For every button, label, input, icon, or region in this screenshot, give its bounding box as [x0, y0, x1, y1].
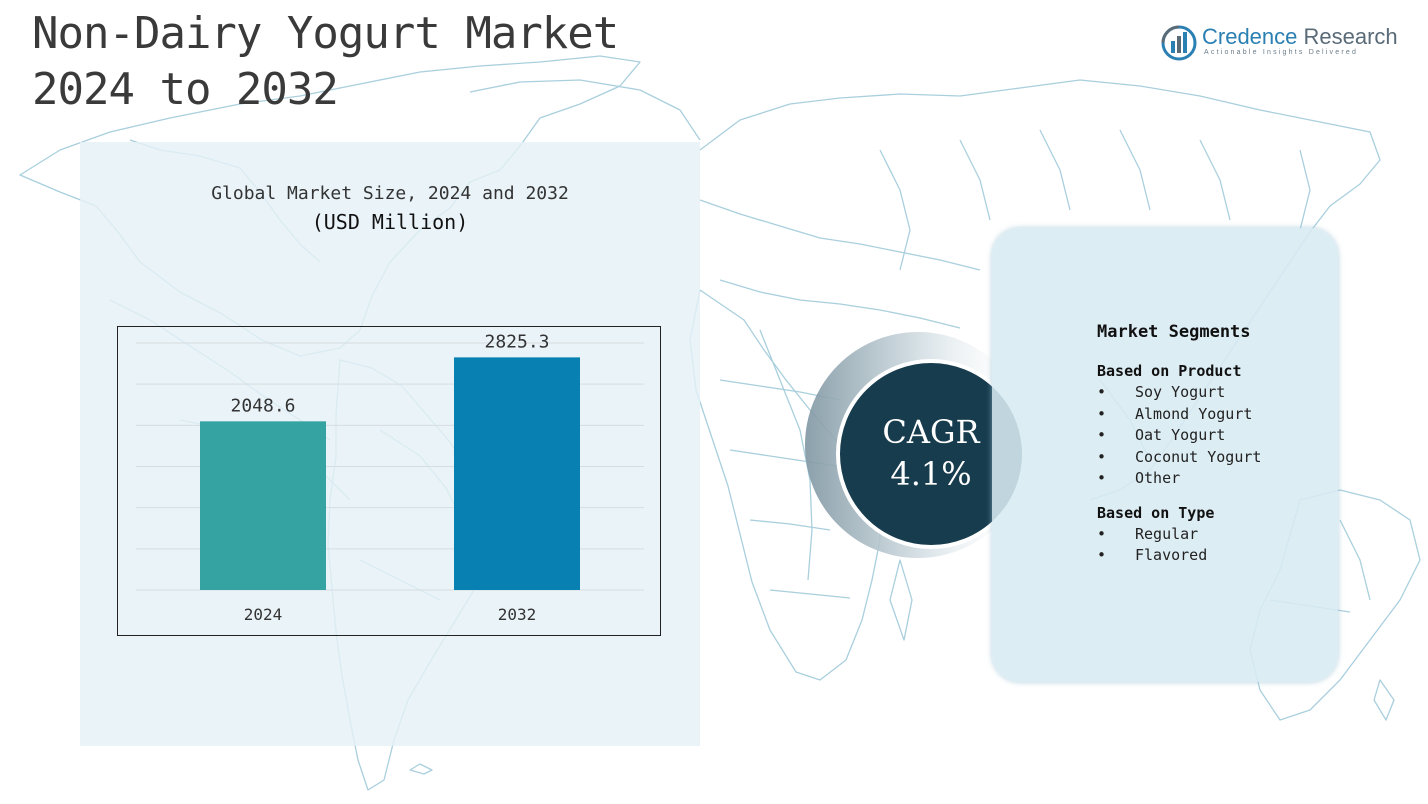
- segment-item: • Regular: [1097, 524, 1261, 546]
- chart-title: Global Market Size, 2024 and 2032: [211, 183, 569, 204]
- bar-2032: [454, 357, 580, 590]
- page-title-line-1: Non-Dairy Yogurt Market: [32, 8, 619, 59]
- segment-item-label: Coconut Yogurt: [1135, 447, 1262, 466]
- bullet: •: [1097, 404, 1107, 423]
- market-segments: Market Segments Based on Product • Soy Yo…: [1097, 322, 1261, 579]
- segment-group-title-product: Based on Product: [1097, 362, 1242, 380]
- segment-item: • Soy Yogurt: [1097, 382, 1261, 404]
- segment-item-label: Regular: [1135, 524, 1199, 543]
- x-tick-label-2032: 2032: [498, 605, 537, 624]
- bullet: •: [1097, 383, 1107, 401]
- cagr-value: 4.1%: [890, 455, 972, 493]
- chart-panel: [80, 142, 700, 746]
- bullet: •: [1097, 546, 1107, 564]
- bar-chart: 2048.6 2024 2825.3 2032: [117, 326, 661, 636]
- x-tick-label-2024: 2024: [244, 605, 283, 624]
- company-logo: Credence Research Actionable Insights De…: [1160, 22, 1400, 62]
- logo-name: Credence Research: [1202, 24, 1398, 50]
- page-title-line-2: 2024 to 2032: [32, 64, 339, 115]
- segment-item: • Coconut Yogurt: [1097, 447, 1261, 469]
- bar-chart-plot: 2048.6 2024 2825.3 2032: [136, 331, 644, 624]
- segment-item: • Oat Yogurt: [1097, 425, 1261, 447]
- data-label-2032: 2825.3: [484, 331, 549, 352]
- segment-item-label: Flavored: [1135, 546, 1208, 564]
- segments-title: Market Segments: [1097, 322, 1251, 342]
- segment-item: • Almond Yogurt: [1097, 404, 1261, 426]
- logo-name-part2: Research: [1303, 24, 1398, 49]
- segment-item-label: Almond Yogurt: [1135, 404, 1253, 423]
- bullet: •: [1097, 469, 1107, 487]
- bullet: •: [1097, 447, 1107, 466]
- data-label-2024: 2048.6: [230, 395, 295, 416]
- segment-item-label: Oat Yogurt: [1135, 426, 1226, 444]
- market-segments-card: [992, 228, 1338, 682]
- bullet: •: [1097, 426, 1107, 444]
- segment-item: • Other: [1097, 468, 1261, 490]
- segment-group-title-type: Based on Type: [1097, 503, 1215, 522]
- bullet: •: [1097, 524, 1107, 543]
- segment-item-label: Other: [1135, 469, 1181, 487]
- logo-name-part1: Credence: [1202, 24, 1298, 49]
- bar-2024: [200, 421, 326, 590]
- chart-subtitle: (USD Million): [311, 210, 469, 234]
- page-title: Non-Dairy Yogurt Market 2024 to 2032: [32, 6, 619, 118]
- segment-list-type: • Regular • Flavored: [1097, 524, 1261, 567]
- chart-heading: Global Market Size, 2024 and 2032 (USD M…: [80, 183, 700, 234]
- segment-list-product: • Soy Yogurt • Almond Yogurt • Oat Yogurt •…: [1097, 382, 1261, 490]
- segment-item-label: Soy Yogurt: [1135, 383, 1226, 401]
- logo-tagline: Actionable Insights Delivered: [1204, 49, 1359, 56]
- segment-item: • Flavored: [1097, 545, 1261, 567]
- cagr-label: CAGR: [882, 413, 980, 451]
- bar-chart-icon: [1161, 25, 1197, 61]
